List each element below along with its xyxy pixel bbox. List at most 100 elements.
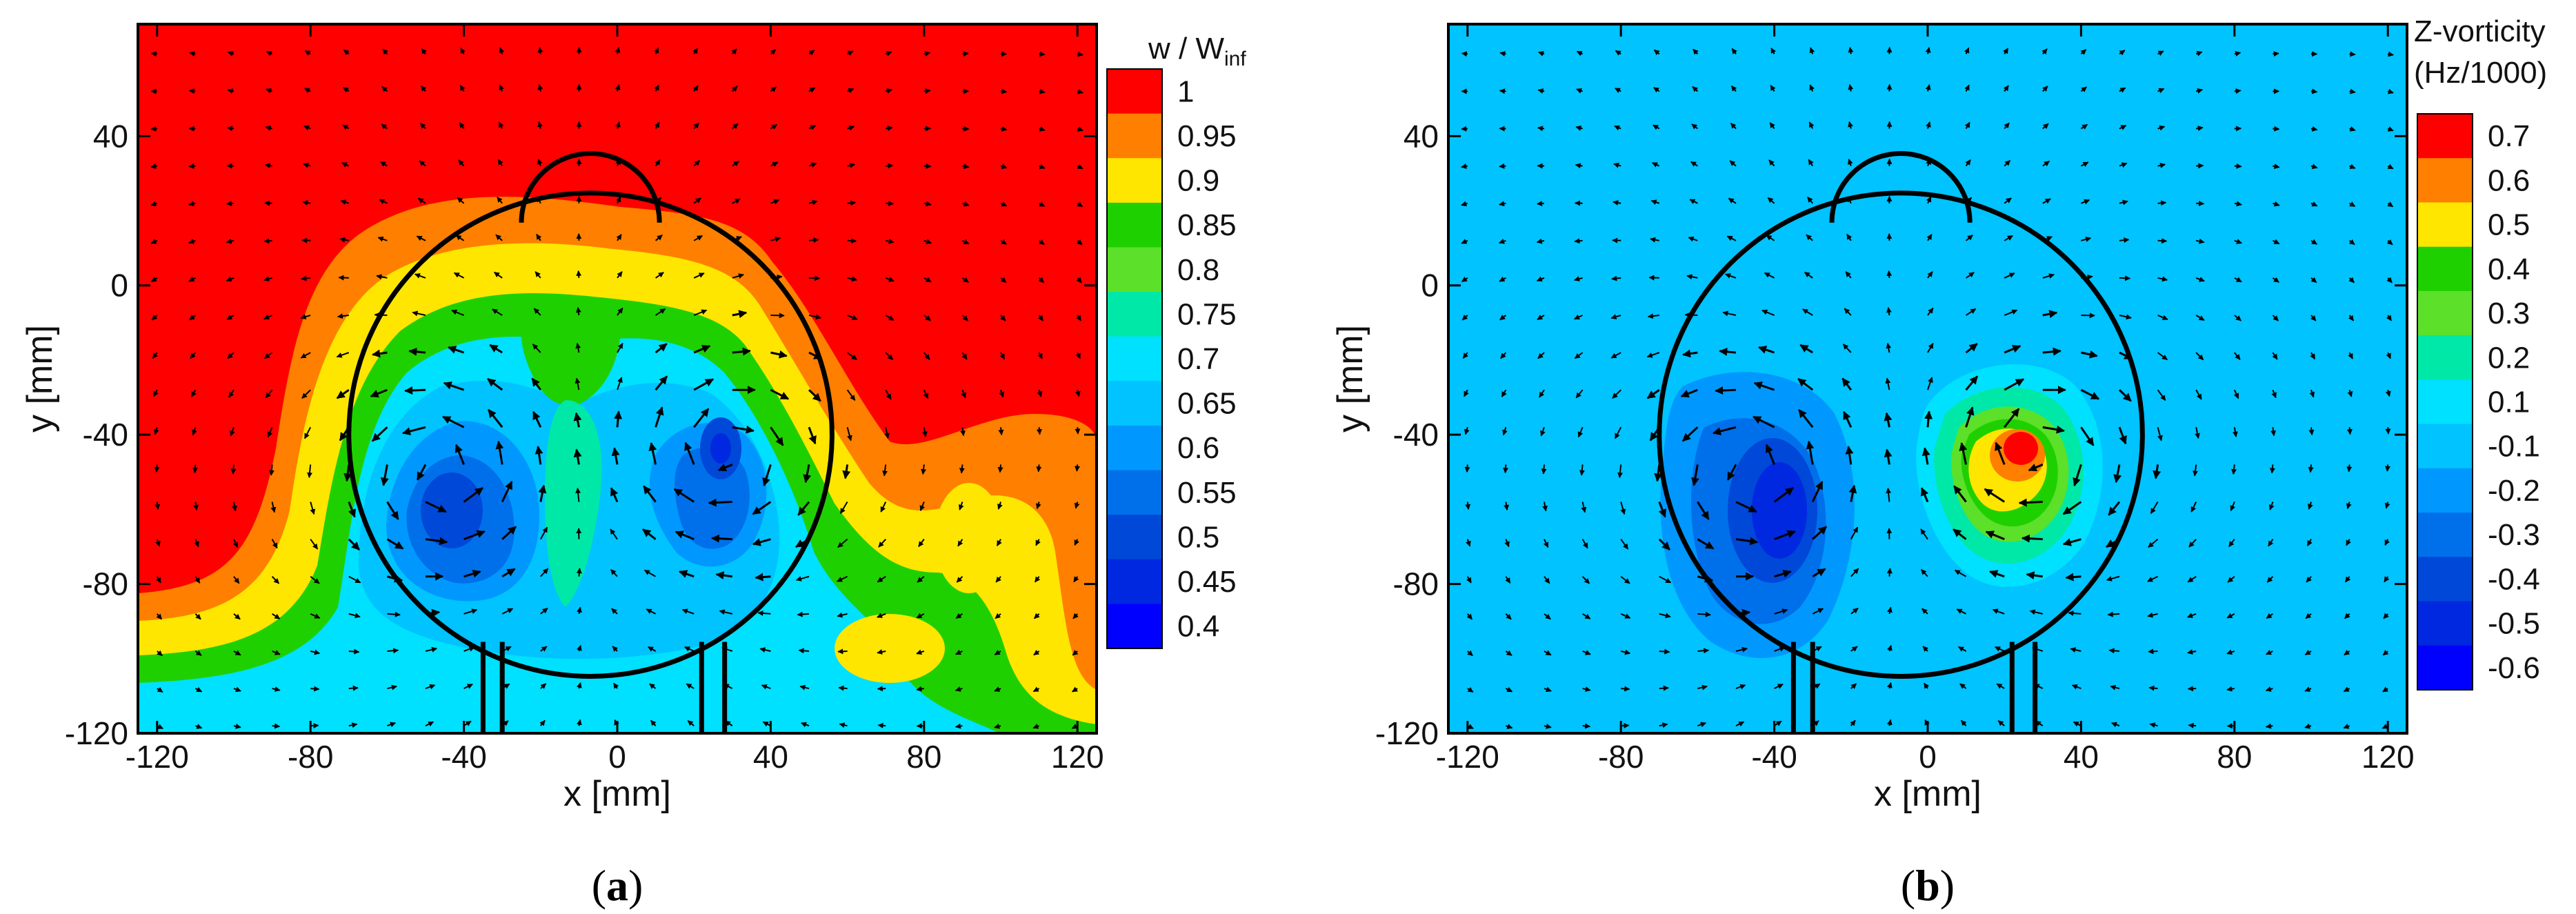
velocity-vector xyxy=(1922,646,1929,652)
velocity-vector xyxy=(1544,723,1552,729)
velocity-vector xyxy=(1923,682,1930,689)
velocity-vector xyxy=(1992,608,2005,615)
velocity-vector xyxy=(1074,539,1079,546)
velocity-vector xyxy=(1077,88,1084,95)
velocity-vector xyxy=(233,686,241,693)
velocity-vector xyxy=(271,539,278,549)
velocity-vector xyxy=(2157,389,2166,401)
body-circle xyxy=(346,190,835,679)
velocity-vector xyxy=(997,464,1004,473)
velocity-vector xyxy=(2157,125,2166,131)
velocity-vector xyxy=(459,84,466,92)
velocity-vector xyxy=(1966,272,1975,279)
velocity-vector xyxy=(2106,538,2120,548)
velocity-vector xyxy=(1735,721,1745,727)
velocity-vector xyxy=(2157,427,2163,441)
velocity-vector xyxy=(1959,442,1968,465)
velocity-vector xyxy=(1954,569,1967,577)
velocity-vector xyxy=(1995,441,2006,465)
velocity-vector xyxy=(336,352,350,358)
velocity-vector xyxy=(808,426,817,445)
velocity-vector xyxy=(724,720,733,727)
velocity-vector xyxy=(648,442,657,465)
velocity-vector xyxy=(1653,86,1660,93)
velocity-vector xyxy=(2110,722,2120,728)
velocity-vector xyxy=(1499,88,1506,95)
velocity-vector xyxy=(797,611,810,617)
colorbar-tick-label: -0.4 xyxy=(2488,562,2540,596)
velocity-vector xyxy=(227,352,234,359)
panel-label-b: (b) xyxy=(1901,861,1955,910)
velocity-vector xyxy=(961,352,968,360)
velocity-vector xyxy=(1884,412,1893,428)
velocity-vector xyxy=(1960,719,1967,726)
velocity-vector xyxy=(190,352,197,359)
velocity-vector xyxy=(880,501,887,513)
velocity-vector xyxy=(1503,464,1509,474)
velocity-vector xyxy=(770,199,780,205)
velocity-vector xyxy=(650,719,657,726)
velocity-vector xyxy=(2070,647,2081,653)
velocity-vector xyxy=(846,389,856,401)
x-tick-label: -40 xyxy=(1751,739,1797,775)
velocity-vector xyxy=(1648,275,1659,281)
velocity-vector xyxy=(1925,84,1931,92)
velocity-vector xyxy=(1621,686,1630,692)
velocity-vector xyxy=(1697,722,1707,728)
velocity-vector xyxy=(2232,427,2238,437)
velocity-vector xyxy=(681,608,695,615)
velocity-vector xyxy=(2385,464,2390,472)
velocity-vector xyxy=(459,122,465,130)
velocity-vector xyxy=(1807,197,1813,204)
velocity-vector xyxy=(343,464,352,482)
velocity-vector xyxy=(1576,50,1584,57)
velocity-vector xyxy=(2119,199,2128,206)
velocity-vector xyxy=(692,48,699,54)
axes-a: -120 -80 -40 0 40 80 120 -120 -80 -40 0 40 x [mm] y [… xyxy=(20,24,1104,814)
velocity-vector xyxy=(455,444,465,465)
velocity-vector xyxy=(2308,427,2315,436)
colorbar-swatch xyxy=(1107,559,1162,604)
colorbar-swatch xyxy=(1107,336,1162,381)
x-tick-label: 120 xyxy=(1051,739,1104,775)
velocity-vector xyxy=(655,197,662,204)
velocity-vector xyxy=(2119,237,2130,244)
velocity-vector xyxy=(2188,722,2197,728)
velocity-vector xyxy=(708,498,732,507)
velocity-vector xyxy=(2349,163,2356,169)
velocity-vector xyxy=(307,464,312,479)
velocity-vector xyxy=(692,85,699,92)
velocity-vector xyxy=(1610,314,1621,319)
velocity-vector xyxy=(190,389,197,397)
velocity-vector xyxy=(460,47,466,54)
velocity-vector xyxy=(1466,576,1472,584)
velocity-vector xyxy=(1072,650,1079,656)
velocity-vector xyxy=(1850,568,1859,577)
velocity-vector xyxy=(348,575,361,584)
velocity-vector xyxy=(1887,644,1893,652)
velocity-vector xyxy=(877,613,886,618)
velocity-vector xyxy=(2196,238,2205,244)
velocity-vector xyxy=(2042,236,2053,241)
velocity-vector xyxy=(463,608,478,615)
velocity-vector xyxy=(1072,686,1078,693)
velocity-vector xyxy=(2310,239,2317,245)
velocity-vector xyxy=(1689,199,1698,204)
y-tick-label: -40 xyxy=(1393,417,1439,453)
velocity-vector xyxy=(994,686,1001,692)
velocity-vector xyxy=(2306,576,2312,583)
velocity-vector xyxy=(2042,310,2058,319)
velocity-vector xyxy=(1461,277,1468,283)
velocity-vector xyxy=(770,161,779,168)
velocity-vector xyxy=(921,427,928,437)
velocity-vector xyxy=(2041,48,2048,54)
colorbar-swatch xyxy=(1107,604,1162,649)
velocity-vector xyxy=(1697,611,1711,617)
velocity-vector xyxy=(1499,51,1506,57)
velocity-vector xyxy=(501,568,516,578)
velocity-vector xyxy=(2108,501,2121,516)
velocity-vector xyxy=(1726,235,1737,241)
velocity-vector xyxy=(1505,686,1513,693)
velocity-vector xyxy=(1926,121,1931,129)
velocity-vector xyxy=(155,576,161,584)
